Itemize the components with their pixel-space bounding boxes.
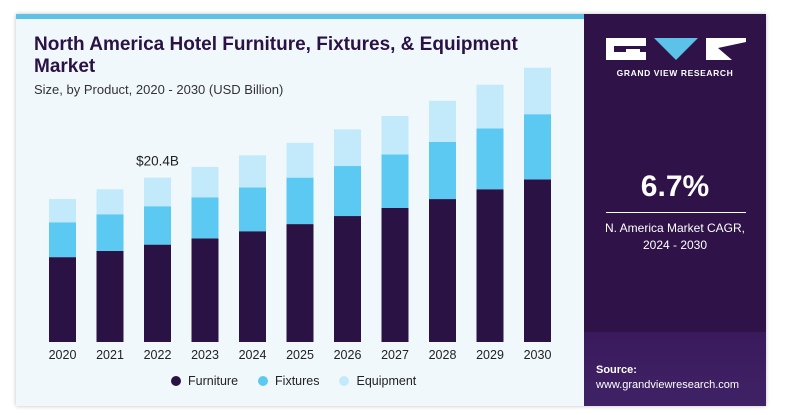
chart-legend: Furniture Fixtures Equipment	[171, 374, 416, 388]
chart-panel: North America Hotel Furniture, Fixtures,…	[16, 14, 584, 406]
value-annotation-2022: $20.4B	[136, 154, 179, 169]
bar-furniture-2025	[286, 224, 314, 342]
legend-swatch-equipment	[339, 376, 350, 386]
bar-fixtures-2030	[524, 114, 551, 180]
x-tick-label-2025: 2025	[286, 348, 314, 362]
bar-furniture-2027	[381, 208, 409, 342]
bar-fixtures-2023	[191, 197, 219, 239]
bar-equipment-2029	[476, 84, 504, 129]
bar-fixtures-2026	[334, 166, 361, 217]
bar-furniture-2024	[239, 231, 266, 342]
brand-name: GRAND VIEW RESEARCH	[616, 68, 734, 78]
legend-item-furniture: Furniture	[171, 374, 238, 388]
bar-equipment-2020	[49, 199, 76, 223]
x-tick-label-2021: 2021	[96, 348, 124, 362]
cagr-label: N. America Market CAGR, 2024 - 2030	[584, 220, 766, 254]
bar-equipment-2026	[334, 129, 361, 167]
x-tick-label-2028: 2028	[429, 348, 457, 362]
legend-swatch-furniture	[171, 376, 181, 386]
bar-furniture-2030	[524, 179, 551, 342]
source-box: Source: www.grandviewresearch.com	[584, 332, 766, 406]
legend-item-equipment: Equipment	[339, 374, 416, 388]
chart-title: North America Hotel Furniture, Fixtures,…	[34, 34, 518, 77]
x-tick-label-2020: 2020	[49, 348, 77, 362]
bar-equipment-2027	[381, 115, 409, 155]
legend-label-equipment: Equipment	[356, 374, 417, 388]
chart-card: North America Hotel Furniture, Fixtures,…	[16, 14, 766, 406]
chart-subtitle: Size, by Product, 2020 - 2030 (USD Billi…	[34, 82, 284, 97]
cagr-divider	[606, 212, 746, 213]
source-title: Source:	[596, 364, 637, 376]
bar-furniture-2022	[144, 244, 171, 342]
x-tick-label-2024: 2024	[239, 348, 267, 362]
bar-furniture-2020	[49, 257, 76, 342]
legend-label-furniture: Furniture	[188, 374, 239, 388]
bar-equipment-2023	[191, 166, 219, 198]
bar-furniture-2026	[334, 216, 361, 342]
x-tick-label-2022: 2022	[144, 348, 172, 362]
x-tick-label-2029: 2029	[476, 348, 504, 362]
legend-swatch-fixtures	[258, 376, 269, 386]
bar-equipment-2028	[429, 100, 456, 142]
cagr-label-line2: 2024 - 2030	[642, 238, 708, 252]
legend-item-fixtures: Fixtures	[258, 374, 319, 388]
bar-fixtures-2027	[381, 154, 409, 208]
cagr-label-line1: N. America Market CAGR,	[604, 221, 746, 235]
bar-fixtures-2028	[429, 141, 456, 200]
source-url[interactable]: www.grandviewresearch.com	[596, 379, 740, 391]
x-tick-label-2023: 2023	[191, 348, 219, 362]
stacked-bar-chart: 2020 2021 2022 $20.4B 2023 2024 2025 2026 2027 20…	[49, 67, 552, 362]
bar-fixtures-2024	[239, 187, 266, 232]
bar-furniture-2028	[429, 199, 456, 342]
bar-fixtures-2020	[49, 222, 76, 258]
bar-fixtures-2021	[96, 214, 124, 251]
x-tick-label-2030: 2030	[524, 348, 552, 362]
bar-furniture-2021	[96, 250, 124, 342]
legend-label-fixtures: Fixtures	[275, 374, 320, 388]
grand-view-research-logo	[606, 38, 746, 60]
bar-furniture-2029	[476, 189, 504, 342]
bar-equipment-2025	[286, 142, 314, 178]
bar-equipment-2030	[524, 67, 551, 115]
bar-furniture-2023	[191, 238, 219, 342]
accent-bar	[16, 14, 584, 19]
bar-fixtures-2022	[144, 206, 171, 245]
x-tick-label-2027: 2027	[381, 348, 409, 362]
bar-fixtures-2029	[476, 128, 504, 190]
cagr-value: 6.7%	[640, 170, 710, 203]
bar-fixtures-2025	[286, 177, 314, 225]
bar-equipment-2022	[144, 177, 171, 207]
info-panel: GRAND VIEW RESEARCH 6.7% N. America Mark…	[584, 14, 766, 406]
bar-equipment-2024	[239, 155, 266, 188]
x-tick-label-2026: 2026	[334, 348, 362, 362]
bar-equipment-2021	[96, 189, 124, 215]
